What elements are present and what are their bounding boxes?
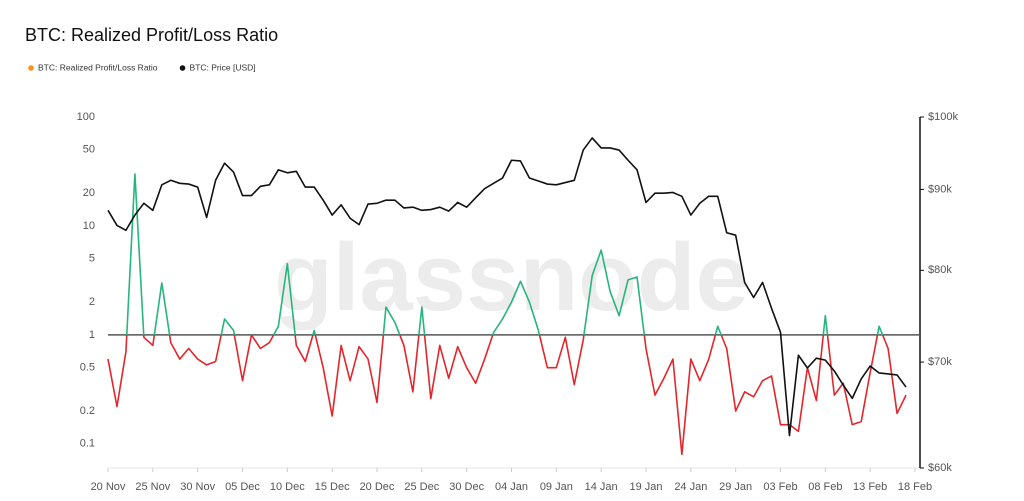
x-tick-label: 25 Nov	[135, 481, 170, 493]
y-tick-label: 5	[89, 253, 95, 265]
y-tick-label: 50	[83, 144, 95, 156]
legend-marker	[28, 65, 34, 71]
y2-tick-label: $70k	[928, 356, 952, 368]
x-tick-label: 19 Jan	[629, 481, 662, 493]
y-tick-label: 10	[83, 220, 95, 232]
legend-marker	[179, 65, 186, 71]
series-line	[107, 173, 907, 456]
x-tick-label: 24 Jan	[674, 481, 707, 493]
x-tick-label: 20 Nov	[91, 481, 126, 493]
x-tick-label: 03 Feb	[763, 481, 797, 493]
x-tick-label: 08 Feb	[808, 481, 842, 493]
x-tick-label: 18 Feb	[898, 481, 932, 493]
x-tick-label: 10 Dec	[270, 481, 305, 493]
y-tick-label: 100	[77, 111, 95, 123]
x-tick-label: 29 Jan	[719, 481, 752, 493]
legend-label: BTC: Realized Profit/Loss Ratio	[38, 62, 158, 72]
x-tick-label: 20 Dec	[360, 481, 395, 493]
x-tick-label: 25 Dec	[404, 481, 439, 493]
y2-tick-label: $90k	[928, 183, 952, 195]
x-tick-label: 04 Jan	[495, 481, 528, 493]
y-tick-label: 1	[89, 329, 95, 341]
y2-tick-label: $60k	[928, 462, 952, 474]
y2-tick-label: $80k	[928, 264, 952, 276]
x-tick-label: 30 Dec	[449, 481, 484, 493]
y-tick-label: 0.5	[80, 362, 95, 374]
series-line	[107, 137, 907, 437]
y-tick-label: 0.2	[80, 405, 95, 417]
y-tick-label: 0.1	[80, 438, 95, 450]
y-tick-label: 20	[83, 187, 95, 199]
y2-tick-label: $100k	[928, 111, 958, 123]
x-tick-label: 15 Dec	[315, 481, 350, 493]
x-tick-label: 13 Feb	[853, 481, 887, 493]
x-tick-label: 05 Dec	[225, 481, 260, 493]
x-tick-label: 30 Nov	[180, 481, 215, 493]
x-tick-label: 14 Jan	[585, 481, 618, 493]
x-tick-label: 09 Jan	[540, 481, 573, 493]
chart-title: BTC: Realized Profit/Loss Ratio	[25, 25, 278, 45]
watermark: glassnode	[274, 224, 749, 331]
legend-label: BTC: Price [USD]	[190, 62, 256, 72]
y-tick-label: 2	[89, 296, 95, 308]
